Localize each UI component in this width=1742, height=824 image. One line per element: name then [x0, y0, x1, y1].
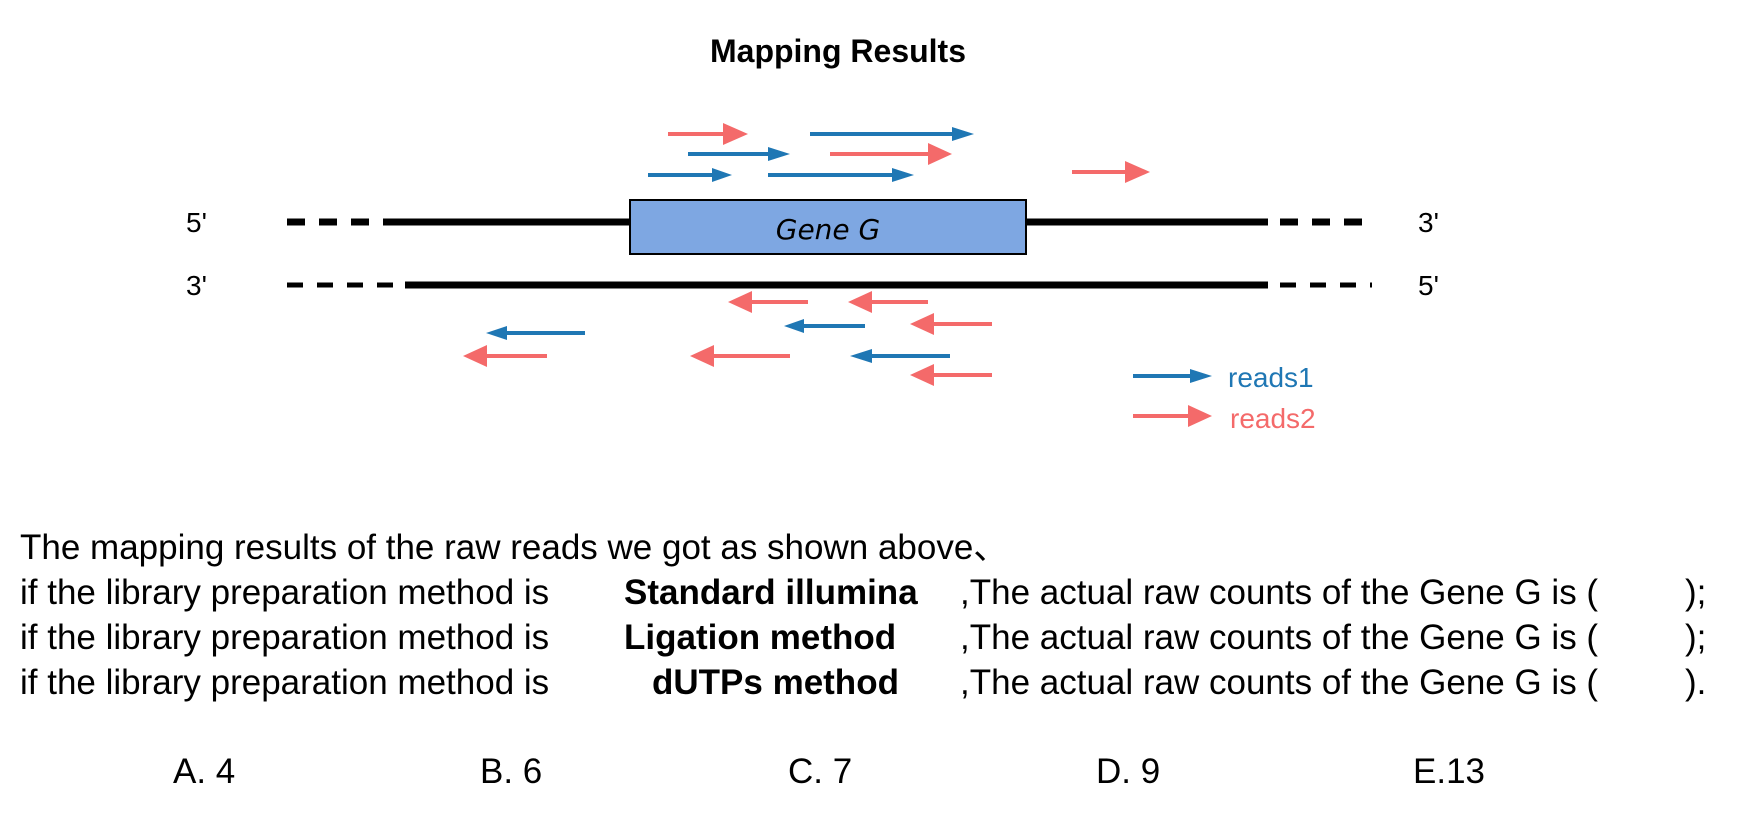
question-prefix: if the library preparation method is: [20, 573, 550, 612]
option-a[interactable]: A. 4: [173, 752, 236, 791]
read-arrow-reads1: [850, 349, 950, 363]
answer-blank-end: ).: [1685, 663, 1707, 702]
legend-label-reads2: reads2: [1230, 403, 1316, 434]
legend: reads1 reads2: [1133, 362, 1316, 434]
legend-arrow-reads1: [1133, 369, 1212, 383]
mapping-diagram: Mapping Results 5' 3' 3' 5' Gene G: [186, 33, 1439, 434]
forward-reads: [648, 123, 1150, 183]
question-prefix: if the library preparation method is: [20, 618, 550, 657]
gene-box: [629, 199, 1027, 255]
option-c[interactable]: C. 7: [788, 752, 853, 791]
read-arrow-reads2: [463, 345, 547, 367]
question-intro: The mapping results of the raw reads we …: [20, 528, 1009, 567]
legend-label-reads1: reads1: [1228, 362, 1314, 393]
question-prefix: if the library preparation method is: [20, 663, 550, 702]
read-arrow-reads1: [768, 168, 914, 182]
read-arrow-reads2: [910, 364, 992, 386]
read-arrow-reads2: [690, 345, 790, 367]
reverse-reads: [463, 291, 992, 386]
read-arrow-reads2: [728, 291, 808, 313]
read-arrow-reads2: [1072, 161, 1150, 183]
read-arrow-reads2: [668, 123, 748, 145]
option-e[interactable]: E.13: [1413, 752, 1485, 791]
gene-label: Gene G: [776, 213, 881, 246]
read-arrow-reads1: [810, 127, 974, 141]
question-suffix: ,The actual raw counts of the Gene G is …: [960, 573, 1599, 612]
method-dutps: dUTPs method: [652, 663, 899, 702]
read-arrow-reads2: [830, 143, 952, 165]
read-arrow-reads2: [910, 313, 992, 335]
answer-blank-end: );: [1685, 618, 1707, 657]
option-b[interactable]: B. 6: [480, 752, 543, 791]
read-arrow-reads1: [784, 319, 865, 333]
top-strand-right-label: 3': [1418, 207, 1439, 238]
question-suffix: ,The actual raw counts of the Gene G is …: [960, 618, 1599, 657]
bottom-strand-left-label: 3': [186, 270, 207, 301]
diagram-title: Mapping Results: [710, 33, 966, 69]
read-arrow-reads2: [848, 291, 928, 313]
answer-blank-end: );: [1685, 573, 1707, 612]
bottom-strand-right-label: 5': [1418, 270, 1439, 301]
method-ligation: Ligation method: [624, 618, 897, 657]
read-arrow-reads1: [648, 168, 732, 182]
option-d[interactable]: D. 9: [1096, 752, 1161, 791]
legend-arrow-reads2: [1133, 405, 1212, 427]
read-arrow-reads1: [688, 147, 790, 161]
top-strand-left-label: 5': [186, 207, 207, 238]
question-suffix: ,The actual raw counts of the Gene G is …: [960, 663, 1599, 702]
read-arrow-reads1: [486, 326, 585, 340]
method-standard-illumina: Standard illumina: [624, 573, 918, 612]
